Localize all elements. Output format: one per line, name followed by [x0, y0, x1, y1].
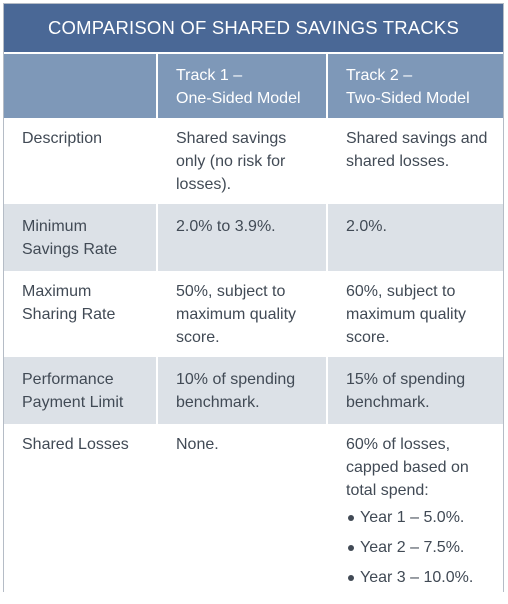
table-title: COMPARISON OF SHARED SAVINGS TRACKS: [4, 4, 503, 54]
header-blank-cell: [4, 54, 157, 118]
row-label: Shared Losses: [4, 422, 157, 604]
list-item: Year 3 – 10.0%.: [346, 566, 495, 589]
track-2-cell: Shared savings and shared losses.: [326, 118, 503, 205]
header-track-1-line1: Track 1 –: [176, 67, 243, 84]
row-label: Maximum Sharing Rate: [4, 269, 157, 358]
track-2-text: 60% of losses, capped based on total spe…: [346, 436, 469, 499]
row-minimum-savings-rate: Minimum Savings Rate 2.0% to 3.9%. 2.0%.: [4, 204, 503, 270]
list-item: Year 1 – 5.0%.: [346, 506, 495, 529]
row-shared-losses: Shared Losses None. 60% of losses, cappe…: [4, 422, 503, 604]
header-track-2-line1: Track 2 –: [346, 67, 413, 84]
tracks-table: Track 1 – One-Sided Model Track 2 – Two-…: [4, 54, 503, 604]
row-description: Description Shared savings only (no risk…: [4, 118, 503, 205]
row-maximum-sharing-rate: Maximum Sharing Rate 50%, subject to max…: [4, 269, 503, 358]
header-row: Track 1 – One-Sided Model Track 2 – Two-…: [4, 54, 503, 118]
track-2-cell: 60%, subject to maximum quality score.: [326, 269, 503, 358]
year-cap-list: Year 1 – 5.0%. Year 2 – 7.5%. Year 3 – 1…: [346, 506, 495, 589]
track-1-cell: None.: [156, 422, 327, 604]
track-1-cell: 2.0% to 3.9%.: [156, 204, 327, 270]
header-track-2-line2: Two-Sided Model: [346, 90, 470, 107]
comparison-table: COMPARISON OF SHARED SAVINGS TRACKS Trac…: [3, 3, 504, 604]
track-1-cell: Shared savings only (no risk for losses)…: [156, 118, 327, 205]
track-1-cell: 50%, subject to maximum quality score.: [156, 269, 327, 358]
list-item: Year 2 – 7.5%.: [346, 536, 495, 559]
track-2-cell: 60% of losses, capped based on total spe…: [326, 422, 503, 604]
track-2-cell: 15% of spending benchmark.: [326, 357, 503, 423]
row-label: Minimum Savings Rate: [4, 204, 157, 270]
header-track-1: Track 1 – One-Sided Model: [156, 54, 327, 118]
header-track-1-line2: One-Sided Model: [176, 90, 301, 107]
row-label: Performance Payment Limit: [4, 357, 157, 423]
track-2-cell: 2.0%.: [326, 204, 503, 270]
header-track-2: Track 2 – Two-Sided Model: [326, 54, 503, 118]
track-1-cell: 10% of spending benchmark.: [156, 357, 327, 423]
row-performance-payment-limit: Performance Payment Limit 10% of spendin…: [4, 357, 503, 423]
row-label: Description: [4, 118, 157, 205]
